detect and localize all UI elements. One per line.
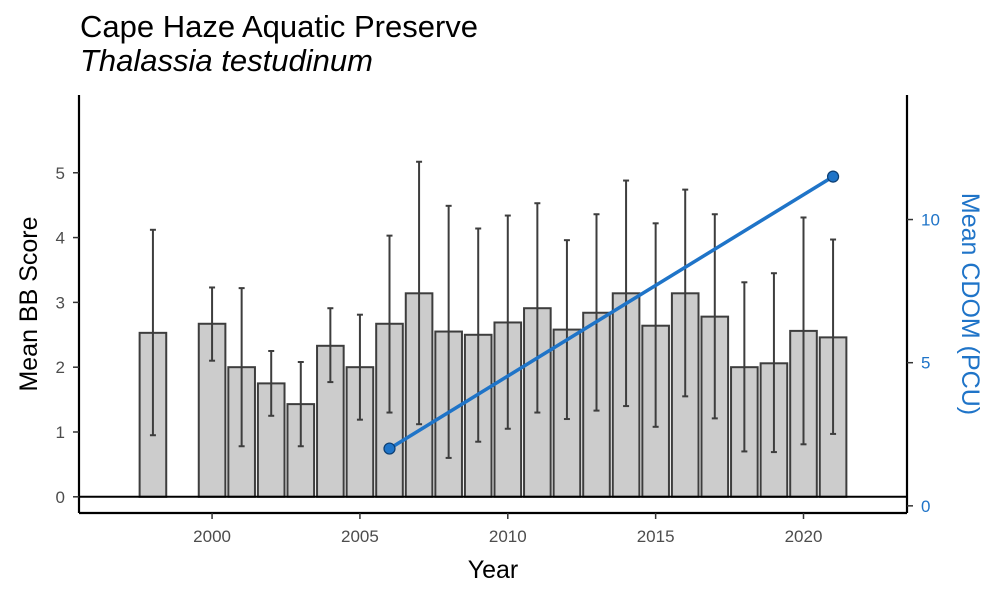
- cdom-line-layer: [383, 170, 840, 455]
- bars-layer: [79, 292, 907, 498]
- y2-tick-label-0: 0: [921, 497, 930, 516]
- y-tick-label-1: 1: [56, 423, 65, 442]
- cdom-line: [388, 175, 834, 451]
- y2-tick-label-5: 5: [921, 354, 930, 373]
- y-tick-label-2: 2: [56, 358, 65, 377]
- y-tick-label-5: 5: [56, 164, 65, 183]
- y2-tick-label-10: 10: [921, 211, 940, 230]
- y-tick-label-3: 3: [56, 293, 65, 312]
- axes-layer: [77, 95, 909, 515]
- x-tick-label-2000: 2000: [193, 527, 231, 546]
- cdom-point-2021: [826, 170, 840, 183]
- x-tick-label-2005: 2005: [341, 527, 379, 546]
- x-tick-label-2010: 2010: [489, 527, 527, 546]
- x-tick-label-2015: 2015: [637, 527, 675, 546]
- y-axis-title: Mean BB Score: [15, 216, 43, 391]
- y-tick-label-4: 4: [56, 229, 65, 248]
- errorbars-layer: [149, 160, 837, 459]
- y-tick-label-0: 0: [56, 488, 65, 507]
- chart-title: Cape Haze Aquatic Preserve: [80, 9, 479, 44]
- ticks-layer: 2000 2005 2010 2015 2020 0 1 2 3 4 5 0 5 10: [56, 164, 940, 546]
- x-tick-label-2020: 2020: [785, 527, 823, 546]
- x-axis-title: Year: [468, 556, 519, 584]
- y2-axis-title: Mean CDOM (PCU): [956, 193, 984, 415]
- chart-subtitle: Thalassia testudinum: [80, 43, 373, 78]
- cdom-point-2006: [383, 442, 396, 455]
